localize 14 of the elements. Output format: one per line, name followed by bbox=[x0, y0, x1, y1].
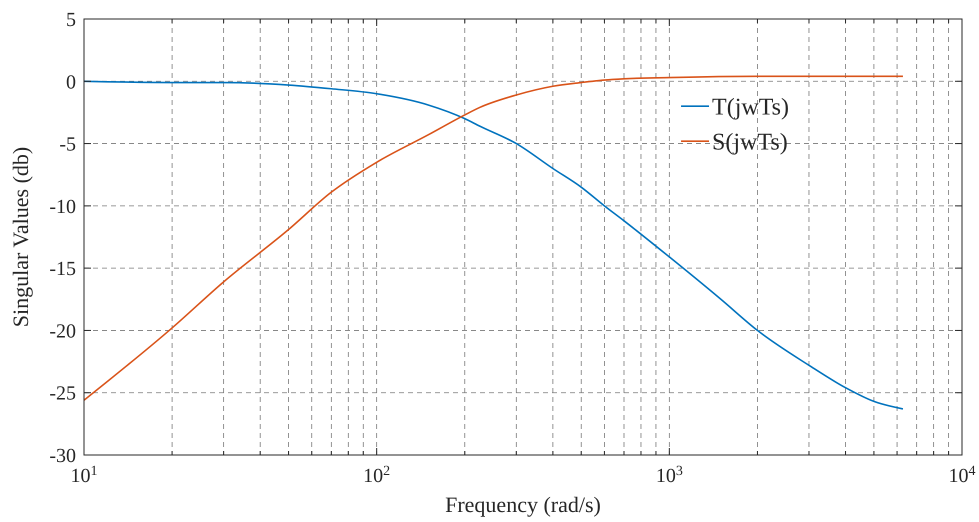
x-tick-label: 10$^{2}$ bbox=[363, 464, 390, 487]
y-axis-title: Singular Values (db) bbox=[8, 146, 33, 328]
y-tick-label: -25 bbox=[49, 382, 76, 405]
y-tick-label: -10 bbox=[49, 196, 76, 218]
y-tick-label: 5 bbox=[66, 9, 76, 31]
legend-label: S(jwTs) bbox=[712, 130, 788, 156]
legend-label: T(jwTs) bbox=[712, 94, 790, 121]
y-tick-label: -5 bbox=[59, 134, 76, 156]
y-tick-label: 0 bbox=[66, 71, 76, 94]
x-tick-label: 10$^{3}$ bbox=[656, 464, 683, 487]
y-tick-label: -15 bbox=[49, 258, 76, 280]
y-tick-label: -20 bbox=[49, 320, 76, 342]
x-axis-title: Frequency (rad/s) bbox=[445, 492, 601, 517]
x-tick-label: 10$^{4}$ bbox=[948, 464, 976, 487]
